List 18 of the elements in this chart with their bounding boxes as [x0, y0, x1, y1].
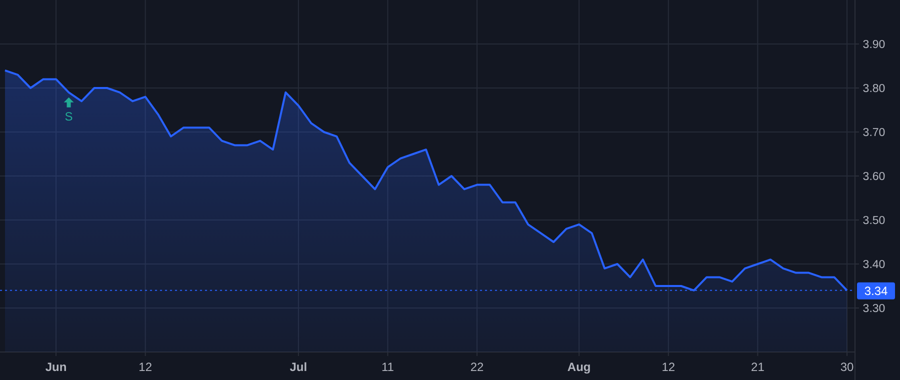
- x-tick-label: 12: [662, 360, 676, 374]
- annotation: S: [64, 109, 73, 124]
- y-tick-label: 3.60: [862, 171, 886, 183]
- x-tick-label: 22: [470, 360, 484, 374]
- x-tick-label: 11: [381, 360, 394, 374]
- y-tick-label: 3.80: [862, 83, 886, 95]
- x-tick-label: Jul: [290, 360, 308, 374]
- ref-line-label: 3.34: [864, 284, 888, 298]
- x-tick-label: 21: [751, 360, 765, 374]
- x-tick-label: Jun: [45, 360, 67, 374]
- y-tick-label: 3.50: [862, 215, 886, 227]
- x-tick-label: Aug: [567, 360, 591, 374]
- x-tick-label: 12: [138, 360, 152, 374]
- x-tick-label: 30: [840, 360, 854, 374]
- y-tick-label: 3.30: [862, 303, 886, 315]
- y-tick-label: 3.40: [862, 259, 886, 271]
- y-tick-label: 3.90: [862, 39, 886, 51]
- y-tick-label: 3.70: [862, 127, 886, 139]
